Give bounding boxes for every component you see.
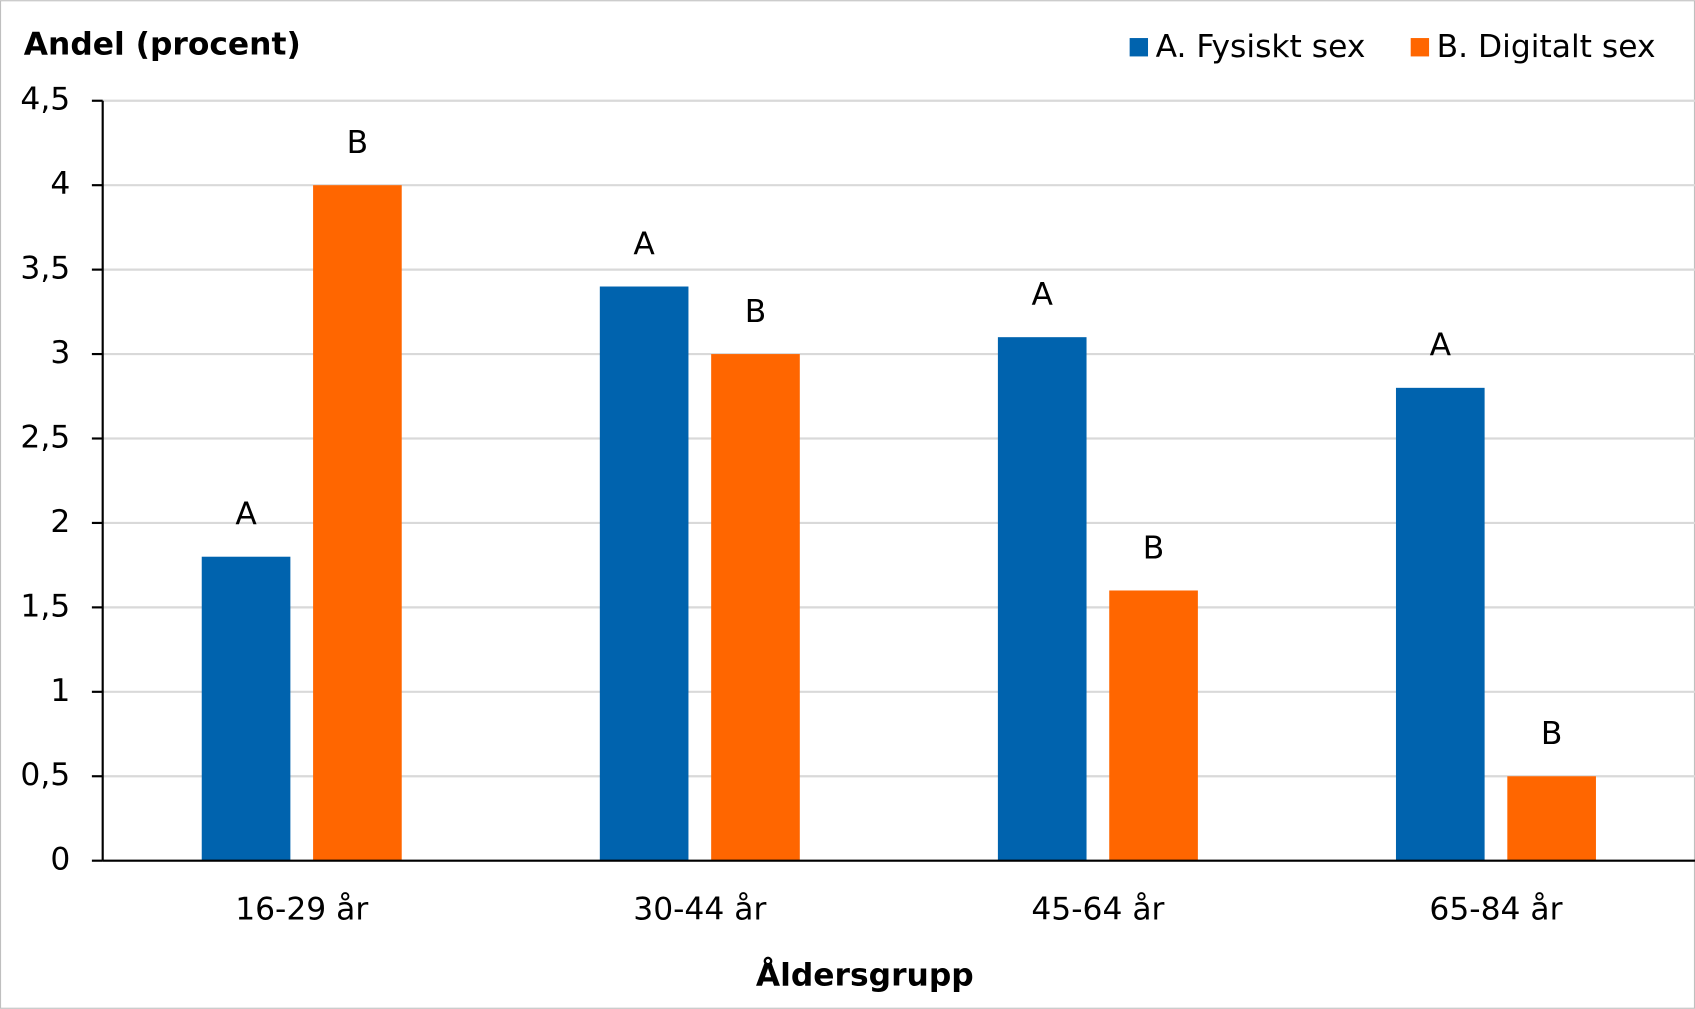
data-label: B	[745, 294, 767, 330]
y-tick-label: 3	[50, 335, 70, 371]
data-label: A	[1031, 277, 1053, 313]
bar	[313, 185, 402, 861]
bar	[1507, 776, 1596, 861]
y-tick-label: 2	[50, 504, 70, 540]
x-tick-label: 45-64 år	[1031, 890, 1164, 927]
y-tick-label: 3,5	[20, 251, 70, 287]
data-label: A	[235, 497, 257, 533]
data-label: A	[633, 226, 655, 262]
legend-label: B. Digitalt sex	[1437, 29, 1656, 65]
bar	[997, 337, 1087, 861]
y-tick-label: 0	[50, 842, 70, 878]
data-label: B	[1541, 716, 1562, 752]
legend-label: A. Fysiskt sex	[1156, 29, 1366, 65]
y-tick-label: 1	[50, 673, 70, 709]
bar	[1109, 590, 1198, 861]
data-label: A	[1430, 328, 1452, 364]
y-tick-label: 4,5	[20, 82, 70, 118]
bar	[201, 556, 291, 861]
x-tick-label: 65-84 år	[1429, 890, 1562, 927]
bar	[599, 286, 689, 861]
x-axis-title: Åldersgrupp	[756, 955, 974, 993]
bar	[1395, 387, 1485, 861]
data-label: B	[1143, 530, 1165, 566]
bar	[711, 354, 800, 861]
y-axis-title: Andel (procent)	[24, 27, 301, 63]
y-tick-label: 4	[50, 166, 70, 202]
x-tick-label: 30-44 år	[633, 890, 766, 927]
x-tick-label: 16-29 år	[235, 890, 368, 927]
y-tick-label: 1,5	[20, 588, 70, 624]
data-label: B	[347, 125, 369, 161]
y-tick-label: 0,5	[20, 757, 70, 793]
legend-swatch	[1129, 38, 1149, 57]
y-tick-label: 2,5	[20, 419, 70, 455]
legend-swatch	[1410, 38, 1430, 57]
